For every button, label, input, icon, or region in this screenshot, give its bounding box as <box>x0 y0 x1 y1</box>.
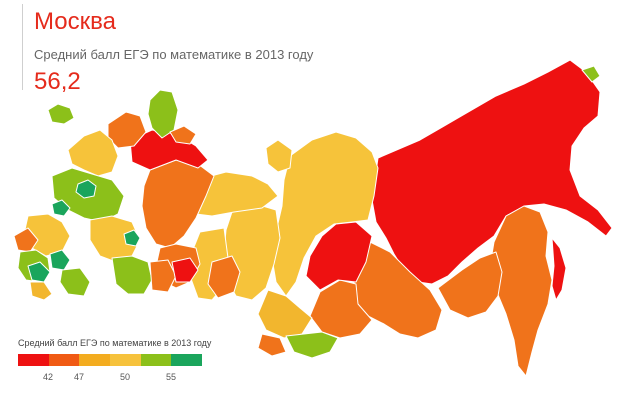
region-rostov[interactable] <box>13 227 39 253</box>
region-moscow[interactable] <box>75 179 97 199</box>
region-altai[interactable] <box>285 331 339 359</box>
legend-swatch-6 <box>171 354 203 366</box>
region-tyva[interactable] <box>257 289 313 339</box>
legend-swatch-1 <box>18 354 49 366</box>
region-chelyabinsk[interactable] <box>149 259 177 293</box>
region-bashkiria[interactable] <box>111 255 153 295</box>
legend-swatch-3 <box>79 354 111 366</box>
region-amur[interactable] <box>437 251 503 319</box>
metric-label: Средний балл ЕГЭ по математике в 2013 го… <box>34 47 314 62</box>
legend-color-bar <box>18 354 203 366</box>
legend-tick-1: 42 <box>42 372 54 382</box>
legend-swatch-4 <box>110 354 141 366</box>
legend-swatch-5 <box>140 354 172 366</box>
region-kurgan[interactable] <box>171 257 199 283</box>
region-northwest[interactable] <box>67 129 119 177</box>
region-caucasus-green[interactable] <box>27 261 51 283</box>
legend-tick-3: 50 <box>119 372 131 382</box>
legend-title: Средний балл ЕГЭ по математике в 2013 го… <box>18 338 212 348</box>
metric-value: 56,2 <box>34 68 81 95</box>
region-kola-top[interactable] <box>169 125 197 145</box>
region-ulyanovsk[interactable] <box>123 229 141 247</box>
legend-swatch-2 <box>48 354 80 366</box>
legend-tick-4: 55 <box>165 372 177 382</box>
map-legend: Средний балл ЕГЭ по математике в 2013 го… <box>18 338 248 388</box>
region-kamchatka-tip[interactable] <box>581 65 601 83</box>
region-belgorod[interactable] <box>51 199 71 217</box>
region-taimyr[interactable] <box>265 139 293 173</box>
region-altai-krai[interactable] <box>257 333 287 357</box>
region-dagestan[interactable] <box>49 249 71 271</box>
region-orenburg[interactable] <box>207 255 241 299</box>
region-sakhalin[interactable] <box>551 237 567 301</box>
region-far-east[interactable] <box>371 59 613 285</box>
region-kaliningrad[interactable] <box>47 103 75 125</box>
region-irkutsk[interactable] <box>305 221 373 291</box>
region-stavropol[interactable] <box>29 281 53 301</box>
region-astrakhan[interactable] <box>59 267 91 297</box>
legend-tick-2: 47 <box>73 372 85 382</box>
region-buryatia[interactable] <box>309 279 373 339</box>
region-name: Москва <box>34 8 116 35</box>
region-info-panel: Москва Средний балл ЕГЭ по математике в … <box>22 4 362 95</box>
